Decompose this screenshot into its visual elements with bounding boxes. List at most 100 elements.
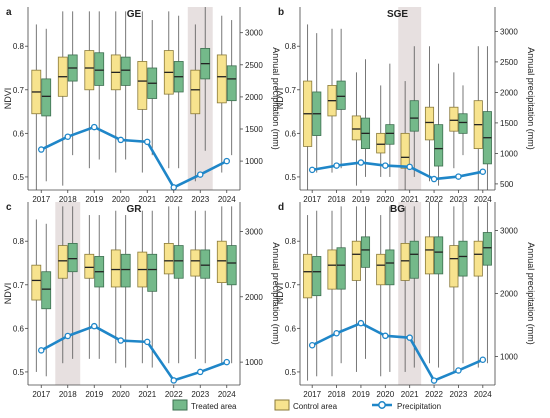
- x-tick-label: 2024: [474, 195, 492, 204]
- x-tick-label: 2023: [450, 390, 468, 399]
- precipitation-line: [40, 125, 228, 189]
- precipitation-point-2017: [308, 166, 316, 174]
- panel-bg: 0.5 0.6 0.7 0.8 1000 2000 3000 2017 2018 2019 2020…: [275, 202, 536, 399]
- control-box-2024: [473, 46, 483, 190]
- x-tick-label: 2020: [376, 390, 394, 399]
- box-body: [147, 253, 158, 292]
- x-tick-label: 2017: [303, 390, 321, 399]
- control-box-2022: [424, 202, 435, 364]
- y-tick-label: 0.7: [13, 281, 25, 290]
- x-tick-label: 2018: [328, 195, 346, 204]
- y2-tick-label: 2000: [500, 290, 518, 299]
- y2-tick-label: 1000: [245, 157, 263, 166]
- box-body: [385, 124, 395, 145]
- precipitation-point-2020: [382, 162, 389, 169]
- control-box-2020: [376, 215, 386, 377]
- y2-tick-label: 2500: [500, 58, 518, 67]
- x-tick-label: 2023: [191, 195, 209, 204]
- y-tick-label: 0.8: [285, 237, 297, 246]
- y-axis-label: NDVI: [3, 88, 13, 110]
- panel-title: GE: [127, 9, 142, 20]
- treated-box-2021: [147, 210, 158, 368]
- x-tick-label: 2018: [59, 195, 77, 204]
- control-box-2022: [424, 46, 435, 182]
- control-box-2021: [400, 206, 410, 372]
- y2-tick-label: 3000: [245, 227, 263, 236]
- box-body: [84, 50, 95, 91]
- control-box-2018: [327, 28, 337, 173]
- control-box-2017: [303, 215, 313, 381]
- treated-box-2021: [147, 20, 158, 156]
- precipitation-point-2018: [333, 162, 340, 169]
- control-box-2020: [110, 210, 121, 364]
- treated-box-2017: [41, 223, 52, 377]
- y2-tick-label: 3000: [245, 29, 263, 38]
- panel-title: GR: [127, 204, 143, 215]
- y2-tick-label: 1500: [245, 125, 263, 134]
- precipitation-point-2021: [406, 334, 413, 341]
- y-tick-label: 0.8: [13, 237, 25, 246]
- treated-box-2020: [120, 11, 131, 160]
- box-body: [120, 253, 131, 288]
- box-body: [449, 245, 459, 288]
- control-box-2019: [351, 206, 361, 372]
- highlight-band: [55, 202, 81, 385]
- panels: 0.5 0.6 0.7 0.8 1000 1500 2000 2500 3000 2017 2018…: [3, 7, 536, 399]
- box-body: [376, 253, 386, 286]
- treated-box-2022: [434, 202, 444, 368]
- treated-box-2024: [482, 202, 492, 364]
- x-tick-label: 2019: [85, 390, 103, 399]
- y-tick-label: 0.5: [13, 173, 25, 182]
- precipitation-point-2018: [64, 133, 72, 140]
- panel-letter: c: [6, 202, 12, 213]
- x-tick-label: 2020: [112, 390, 130, 399]
- box-body: [41, 78, 52, 117]
- precipitation-point-2022: [430, 377, 438, 384]
- box-body: [41, 271, 52, 310]
- treated-box-2022: [434, 63, 444, 186]
- precipitation-point-2021: [143, 138, 151, 146]
- y-tick-label: 0.5: [285, 173, 297, 182]
- y-tick-label: 0.6: [13, 129, 25, 138]
- box-body: [400, 242, 410, 281]
- treated-box-2021: [409, 206, 419, 368]
- treated-box-2023: [458, 85, 468, 156]
- control-box-2024: [216, 15, 227, 173]
- box-body: [94, 52, 105, 86]
- y-tick-label: 0.7: [13, 86, 25, 95]
- y2-axis-label: Annual precipitation (mm): [271, 242, 281, 345]
- panel-title: BG: [390, 204, 405, 215]
- panel-title: SGE: [387, 9, 408, 20]
- box-body: [434, 124, 444, 167]
- panel-letter: a: [6, 7, 12, 18]
- precipitation-point-2023: [455, 367, 462, 374]
- y2-tick-label: 2000: [245, 93, 263, 102]
- treated-box-2024: [482, 46, 492, 190]
- control-box-2022: [163, 11, 174, 169]
- legend-treated-swatch: [172, 399, 188, 411]
- y-tick-label: 0.8: [285, 42, 297, 51]
- precipitation-point-2019: [91, 322, 98, 330]
- legend-precipitation-label: Precipitation: [397, 402, 441, 411]
- treated-box-2020: [120, 215, 131, 368]
- box-body: [190, 69, 201, 115]
- treated-box-2019: [360, 59, 371, 177]
- legend-treated-label: Treated area: [191, 402, 237, 411]
- x-tick-label: 2022: [425, 390, 443, 399]
- x-tick-label: 2021: [401, 390, 419, 399]
- x-tick-label: 2024: [218, 390, 236, 399]
- box-body: [409, 100, 419, 132]
- x-tick-label: 2021: [138, 390, 156, 399]
- control-box-2023: [449, 72, 459, 169]
- control-box-2024: [473, 206, 483, 368]
- legend-control-label: Control area: [293, 402, 338, 411]
- treated-box-2017: [312, 33, 322, 173]
- precipitation-point-2020: [382, 332, 389, 340]
- y2-tick-label: 1000: [500, 149, 518, 158]
- box-body: [424, 236, 435, 275]
- precipitation-point-2019: [357, 319, 365, 327]
- box-body: [385, 249, 395, 286]
- box-body: [173, 245, 184, 279]
- box-body: [336, 247, 346, 290]
- precipitation-point-2021: [143, 338, 151, 346]
